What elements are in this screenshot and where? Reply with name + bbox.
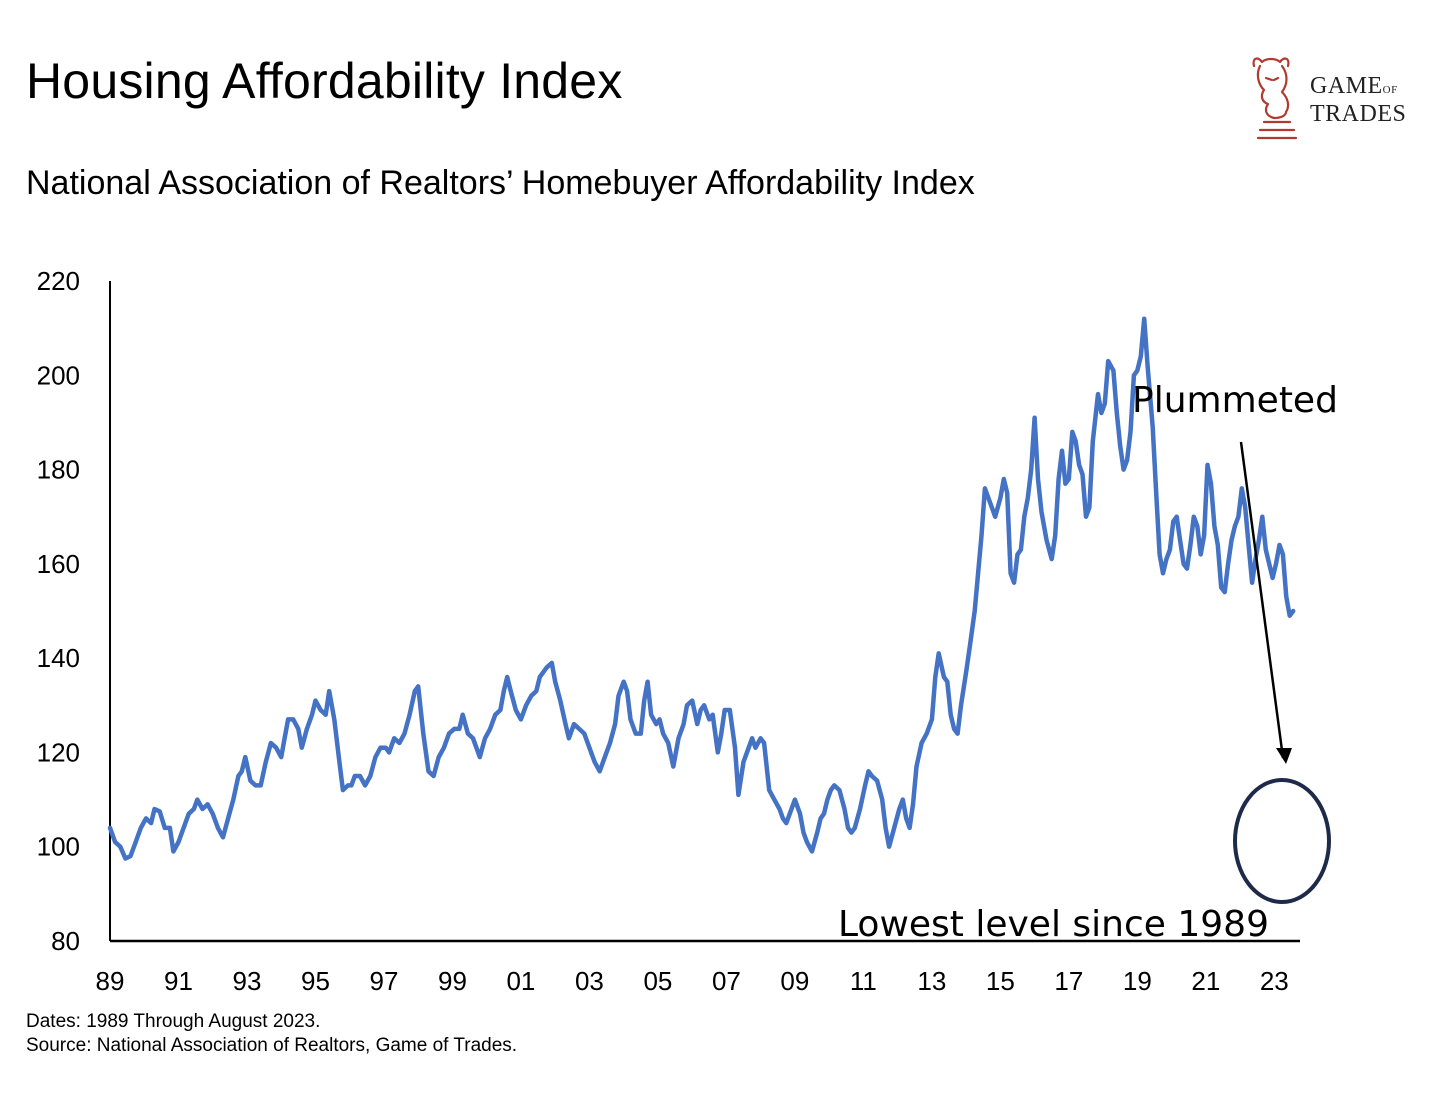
x-tick-label: 09 xyxy=(780,966,809,996)
x-tick-label: 91 xyxy=(164,966,193,996)
x-tick-label: 15 xyxy=(986,966,1015,996)
bull-chess-knight-icon xyxy=(1252,57,1298,140)
x-tick-label: 03 xyxy=(575,966,604,996)
x-tick-label: 11 xyxy=(850,966,877,996)
y-tick-label: 120 xyxy=(37,737,80,767)
x-tick-label: 05 xyxy=(643,966,672,996)
chart-footer: Dates: 1989 Through August 2023. Source:… xyxy=(26,1010,517,1058)
y-tick-label: 220 xyxy=(37,266,80,296)
y-tick-label: 100 xyxy=(37,832,80,862)
x-tick-label: 93 xyxy=(233,966,262,996)
x-tick-label: 01 xyxy=(506,966,535,996)
annotation-plummeted-label: Plummeted xyxy=(1132,380,1338,421)
x-tick-label: 17 xyxy=(1054,966,1083,996)
footer-source: Source: National Association of Realtors… xyxy=(26,1035,518,1056)
x-tick-label: 21 xyxy=(1191,966,1220,996)
y-tick-label: 140 xyxy=(37,643,80,673)
x-axis-ticks: 89 91 93 95 97 99 01 03 05 07 09 11 13 15 17 19 21 23 xyxy=(96,966,1289,996)
y-tick-label: 80 xyxy=(51,926,80,956)
y-axis-ticks: 80 100 120 140 160 180 200 220 xyxy=(37,266,80,956)
footer-dates: Dates: 1989 Through August 2023. xyxy=(26,1011,321,1032)
y-tick-label: 180 xyxy=(37,455,80,485)
x-tick-label: 99 xyxy=(438,966,467,996)
y-tick-label: 160 xyxy=(37,549,80,579)
x-tick-label: 07 xyxy=(712,966,741,996)
x-tick-label: 19 xyxy=(1123,966,1152,996)
annotation-circle xyxy=(1233,778,1331,904)
x-tick-label: 89 xyxy=(96,966,125,996)
page-title: Housing Affordability Index xyxy=(26,53,623,109)
annotation-lowest-level-label: Lowest level since 1989 xyxy=(838,904,1269,945)
y-tick-label: 200 xyxy=(37,360,80,390)
x-tick-label: 95 xyxy=(301,966,330,996)
annotation-arrow xyxy=(1239,441,1292,764)
logo-wordmark: GAMEOF TRADES xyxy=(1310,73,1407,127)
series-line-affordability-index xyxy=(107,316,1296,861)
page-subtitle: National Association of Realtors’ Homebu… xyxy=(26,164,975,202)
x-tick-label: 13 xyxy=(917,966,946,996)
x-tick-label: 97 xyxy=(369,966,398,996)
x-tick-label: 23 xyxy=(1260,966,1289,996)
